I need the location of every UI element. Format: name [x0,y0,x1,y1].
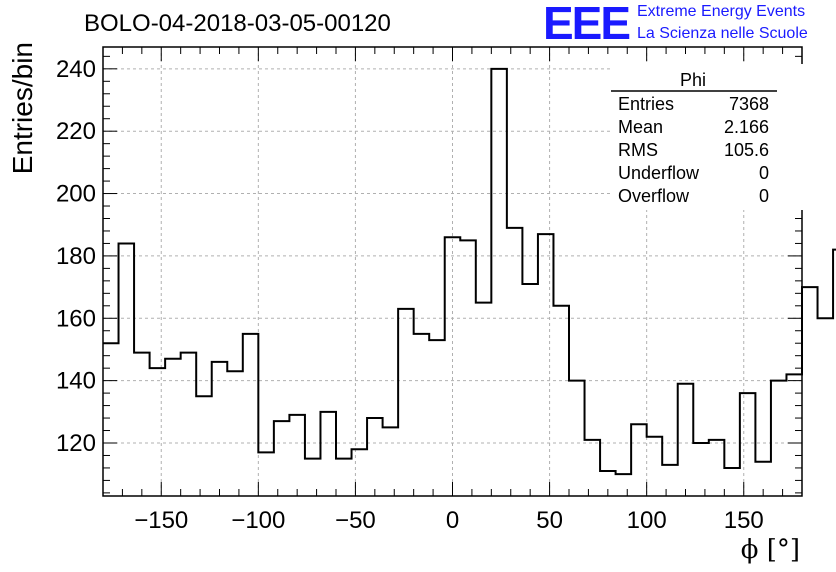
histogram-line [103,67,836,476]
stats-label: Overflow [618,186,690,206]
x-tick-label: −50 [335,507,376,534]
stats-label: Underflow [618,163,700,183]
x-tick-label: −100 [231,507,285,534]
y-tick-label: 200 [56,181,96,208]
x-axis-label: ϕ [°] [741,535,800,565]
stats-value: 0 [759,186,769,206]
y-tick-label: 120 [56,430,96,457]
stats-box [611,64,807,210]
chart-title: BOLO-04-2018-03-05-00120 [84,10,391,37]
x-tick-label: −150 [134,507,188,534]
y-axis-label: Entries/bin [7,42,38,174]
stats-label: Mean [618,117,663,137]
y-tick-label: 220 [56,118,96,145]
x-tick-label: 0 [446,507,459,534]
logo-line-2: La Scienza nelle Scuole [637,25,808,42]
y-tick-label: 140 [56,368,96,395]
y-tick-label: 180 [56,243,96,270]
x-tick-label: 100 [627,507,667,534]
y-tick-label: 160 [56,305,96,332]
stats-label: RMS [618,140,658,160]
logo-line-1: Extreme Energy Events [637,3,806,20]
x-tick-label: 50 [536,507,563,534]
x-tick-label: 150 [724,507,764,534]
logo-mark: EEE [543,0,631,49]
stats-value: 0 [759,163,769,183]
stats-title: Phi [680,70,706,90]
stats-label: Entries [618,94,674,114]
stats-value: 105.6 [724,140,769,160]
y-tick-label: 240 [56,56,96,83]
stats-value: 2.166 [724,117,769,137]
stats-value: 7368 [729,94,769,114]
